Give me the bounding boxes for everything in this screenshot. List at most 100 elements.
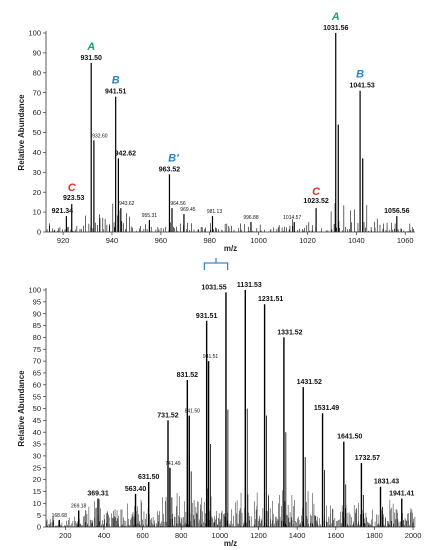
bottom-peak-label: 1641.50 — [337, 434, 362, 441]
bottom-x-tick-label: 1000 — [212, 531, 229, 540]
top-peak-label: 1041.53 — [349, 83, 374, 90]
bottom-y-tick-label: 65 — [33, 369, 41, 378]
bottom-y-tick-label: 95 — [33, 297, 41, 306]
bottom-peak-label: 168.68 — [52, 513, 68, 519]
bottom-y-tick-label: 55 — [33, 392, 41, 401]
bottom-x-tick-label: 1400 — [289, 531, 306, 540]
top-peak-label: 955.31 — [142, 213, 158, 219]
top-y-tick-label: 80 — [33, 68, 41, 77]
top-y-tick-label: 70 — [33, 88, 41, 97]
top-peak-label: 1056.56 — [384, 208, 409, 215]
bottom-y-tick-label: 85 — [33, 321, 41, 330]
top-x-tick-label: 1000 — [250, 236, 267, 245]
top-x-tick-label: 920 — [57, 236, 70, 245]
bottom-y-tick-label: 35 — [33, 440, 41, 449]
bottom-peak-label: 631.50 — [138, 474, 160, 481]
bottom-peak-label: 1231.51 — [258, 296, 283, 303]
bottom-peak-label: 731.52 — [157, 412, 179, 419]
bottom-y-tick-label: 45 — [33, 416, 41, 425]
top-y-tick-label: 10 — [33, 208, 41, 217]
bottom-x-tick-label: 400 — [98, 531, 111, 540]
bottom-x-tick-label: 800 — [175, 531, 188, 540]
top-x-tick-label: 980 — [203, 236, 216, 245]
bottom-x-tick-label: 1800 — [366, 531, 383, 540]
top-y-tick-label: 60 — [33, 108, 41, 117]
top-peak-annotation: A — [331, 11, 340, 23]
top-peak-annotation: C — [312, 186, 321, 198]
bottom-y-tick-label: 5 — [37, 511, 41, 520]
top-peak-label: 921.34 — [52, 208, 74, 215]
top-y-tick-label: 40 — [33, 148, 41, 157]
bottom-peak-label: 831.52 — [177, 372, 199, 379]
top-y-axis-title: Relative Abundance — [17, 94, 26, 171]
top-peak-annotation: C — [68, 182, 77, 194]
top-peak-annotation: A — [86, 41, 95, 53]
top-peak-label: 963.52 — [159, 166, 181, 173]
top-y-tick-label: 90 — [33, 49, 41, 58]
top-peak-annotation: B' — [168, 152, 179, 164]
bottom-peak-label: 1831.43 — [374, 479, 399, 486]
bottom-y-tick-label: 100 — [28, 286, 41, 295]
bottom-peak-label: 841.50 — [185, 409, 201, 415]
top-peak-annotation: B — [112, 75, 120, 87]
bottom-x-tick-label: 1200 — [250, 531, 267, 540]
top-peak-label: 964.56 — [170, 201, 186, 207]
bottom-x-axis-title: m/z — [224, 539, 237, 548]
bottom-x-tick-label: 1600 — [327, 531, 344, 540]
bottom-y-tick-label: 20 — [33, 475, 41, 484]
bottom-peak-label: 1331.52 — [277, 329, 302, 336]
bottom-peak-label: 1732.57 — [355, 455, 380, 462]
top-peak-label: 931.50 — [80, 55, 102, 62]
bottom-y-tick-label: 25 — [33, 463, 41, 472]
top-x-tick-label: 960 — [155, 236, 168, 245]
bottom-peak-label: 941.51 — [203, 354, 219, 360]
bottom-peak-label: 1031.55 — [201, 284, 226, 291]
top-y-tick-label: 50 — [33, 128, 41, 137]
bottom-y-tick-label: 10 — [33, 499, 41, 508]
top-peak-annotation: B — [356, 69, 364, 81]
top-peak-label: 981.13 — [207, 209, 223, 215]
bottom-y-tick-label: 75 — [33, 345, 41, 354]
bottom-noise-sticks — [46, 488, 416, 527]
bottom-peak-label: 1941.41 — [389, 491, 414, 498]
bottom-peak-label: 1431.52 — [297, 379, 322, 386]
bottom-peak-label: 741.49 — [165, 461, 181, 467]
bottom-peak-label: 369.31 — [87, 491, 109, 498]
top-peak-label: 942.62 — [115, 150, 137, 157]
top-x-tick-label: 1040 — [348, 236, 365, 245]
top-peak-label: 1031.56 — [323, 25, 348, 32]
top-x-tick-label: 940 — [106, 236, 119, 245]
bottom-y-axis-title: Relative Abundance — [17, 370, 26, 447]
top-peak-label: 932.60 — [92, 133, 108, 139]
bottom-peak-label: 269.18 — [71, 503, 87, 509]
bottom-peak-label: 1531.49 — [314, 405, 339, 412]
top-peak-label: 996.88 — [243, 215, 259, 221]
bottom-y-tick-label: 70 — [33, 357, 41, 366]
top-peak-label: 1014.57 — [283, 215, 301, 221]
top-peak-label: 969.45 — [180, 207, 196, 213]
top-peak-label: 1023.52 — [303, 198, 328, 205]
bottom-peak-label: 563.40 — [125, 486, 147, 493]
top-y-tick-label: 30 — [33, 168, 41, 177]
top-x-axis-title: m/z — [224, 244, 237, 253]
bottom-zoom-bracket — [203, 258, 229, 270]
top-y-tick-label: 20 — [33, 188, 41, 197]
bottom-x-tick-label: 200 — [59, 531, 72, 540]
top-peak-label: 941.51 — [105, 89, 127, 96]
bottom-y-tick-label: 15 — [33, 487, 41, 496]
bottom-peak-label: 1131.53 — [237, 282, 262, 289]
top-x-tick-label: 1060 — [397, 236, 414, 245]
bottom-y-tick-label: 30 — [33, 452, 41, 461]
bottom-peak-label: 931.51 — [196, 313, 218, 320]
bottom-y-tick-label: 40 — [33, 428, 41, 437]
bottom-spectrum-chart: 0 5 10 15 20 25 30 35 40 45 50 55 60 65 70 75 80 85 90 95 10… — [17, 258, 421, 548]
top-y-tick-label: 100 — [28, 29, 41, 38]
bottom-y-tick-label: 90 — [33, 309, 41, 318]
bottom-y-tick-label: 60 — [33, 380, 41, 389]
bottom-x-tick-label: 2000 — [405, 531, 422, 540]
bottom-y-tick-label: 80 — [33, 333, 41, 342]
bottom-y-tick-label: 50 — [33, 404, 41, 413]
